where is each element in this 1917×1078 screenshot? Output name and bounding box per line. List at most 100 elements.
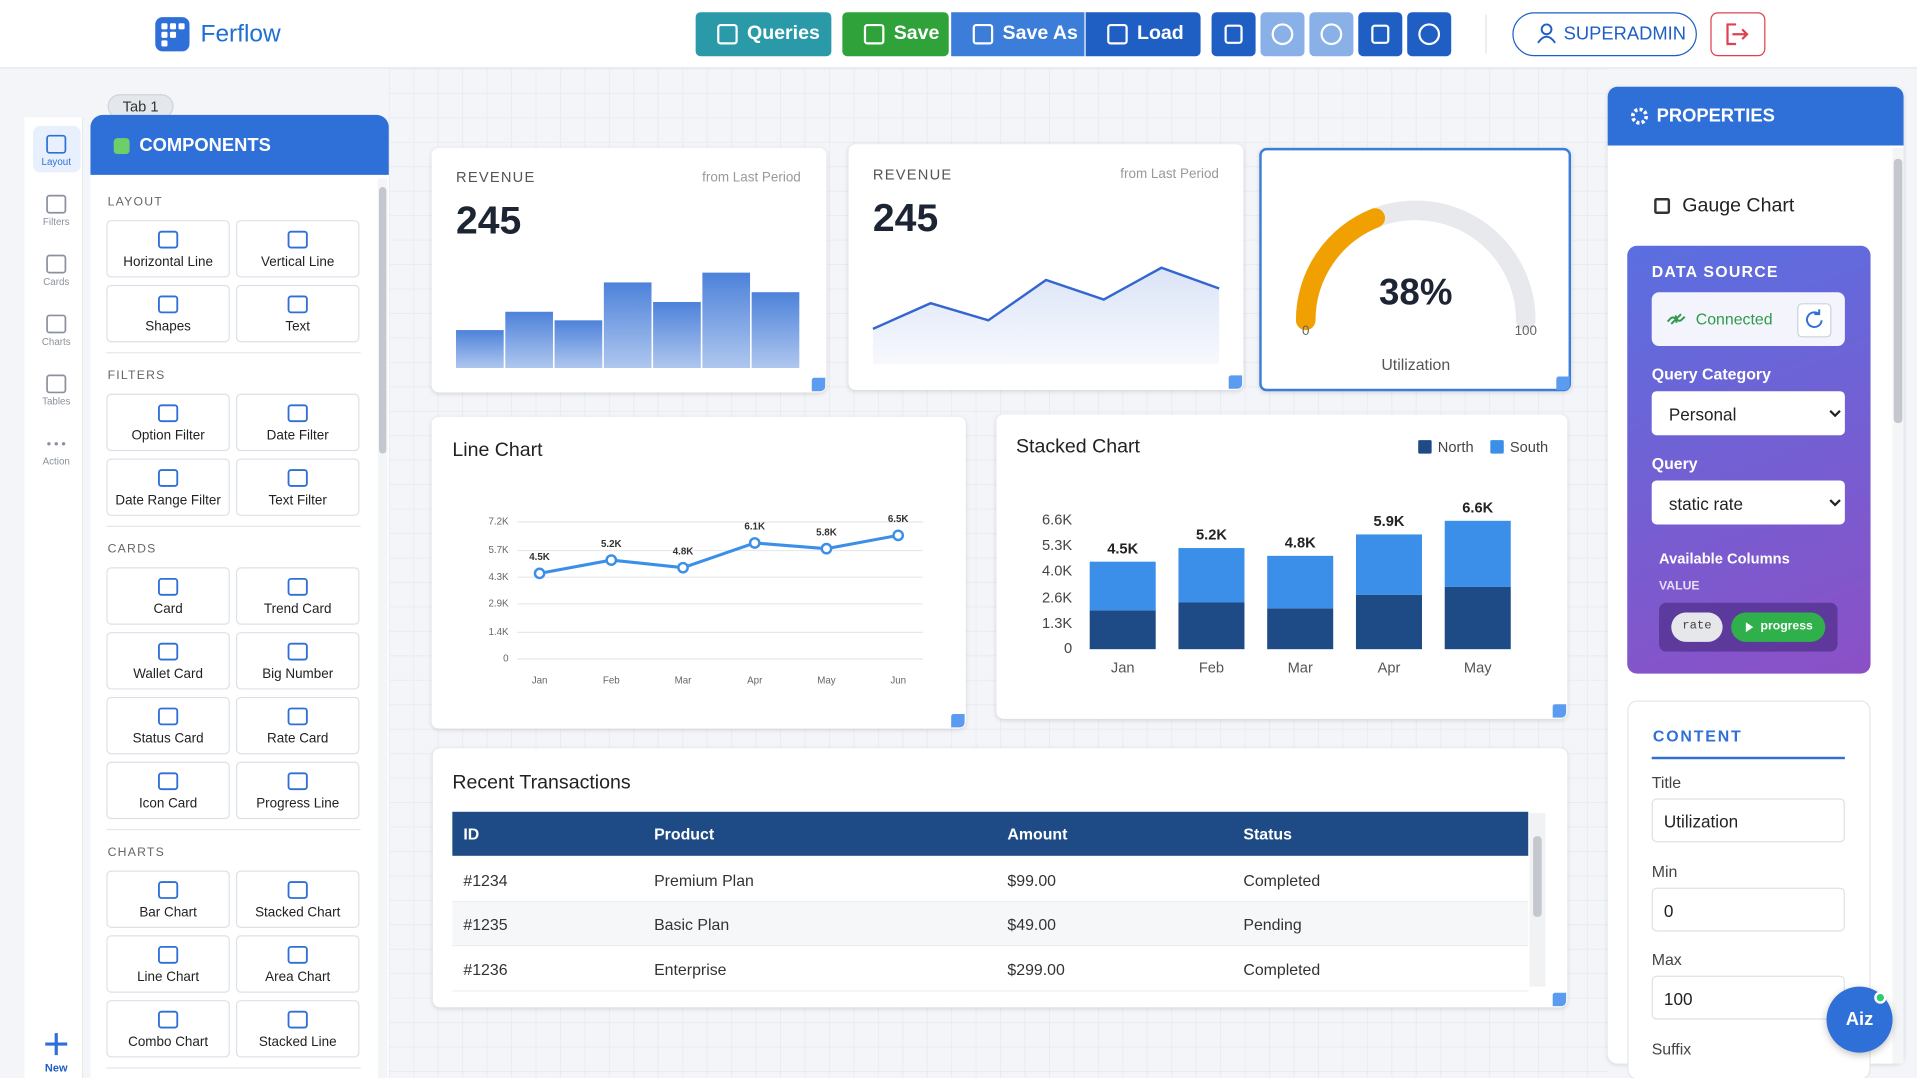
component-label[interactable]: Combo Chart — [128, 1034, 209, 1050]
component-item[interactable] — [235, 220, 360, 278]
component-name: Gauge Chart — [1682, 195, 1795, 217]
icon-button[interactable] — [1358, 12, 1403, 57]
component-item[interactable] — [106, 696, 230, 755]
icon-button[interactable] — [1211, 12, 1256, 57]
select[interactable] — [1651, 480, 1845, 525]
component-label[interactable]: Wallet Card — [133, 666, 203, 682]
tab-label[interactable]: Tab 1 — [122, 97, 159, 115]
component-label[interactable]: Rate Card — [267, 731, 329, 747]
component-item[interactable] — [235, 761, 360, 820]
component-item[interactable] — [235, 870, 360, 928]
component-label[interactable]: Date Filter — [266, 428, 329, 444]
component-label[interactable]: Area Chart — [265, 970, 331, 985]
component-label[interactable]: Big Number — [262, 666, 334, 682]
component-item[interactable] — [106, 935, 230, 993]
text-input[interactable] — [1651, 886, 1845, 931]
logo-dot — [161, 40, 168, 47]
component-label[interactable]: Text — [285, 319, 311, 335]
component-item[interactable] — [106, 284, 230, 343]
action-button[interactable] — [1085, 12, 1201, 57]
component-label[interactable]: Bar Chart — [139, 905, 197, 920]
card-value: 245 — [456, 198, 522, 243]
table-header-cell: ID — [463, 824, 480, 843]
column-chip[interactable] — [1671, 612, 1723, 642]
component-item[interactable] — [106, 761, 230, 820]
section-divider — [106, 828, 361, 831]
brand: Ferflow — [200, 20, 281, 48]
assistant-label[interactable]: Aiz — [1845, 1009, 1874, 1031]
component-label[interactable]: Progress Line — [256, 796, 340, 812]
table-cell: Enterprise — [654, 959, 727, 979]
table-header-cell: Amount — [1007, 824, 1068, 843]
card-label: REVENUE — [456, 168, 536, 186]
component-item[interactable] — [235, 393, 360, 452]
component-item[interactable] — [235, 1000, 360, 1058]
component-item[interactable] — [106, 458, 230, 516]
action-label[interactable]: Queries — [746, 23, 820, 45]
column-chip-label[interactable]: rate — [1682, 619, 1712, 634]
action-label[interactable]: Save As — [1002, 23, 1078, 45]
component-item[interactable] — [106, 1000, 230, 1058]
rail-label[interactable]: Cards — [43, 276, 70, 288]
icon-button[interactable] — [1260, 12, 1305, 57]
component-label[interactable]: Card — [153, 602, 183, 617]
component-label[interactable]: Vertical Line — [261, 254, 335, 270]
component-item[interactable] — [106, 870, 230, 928]
action-label[interactable]: Load — [1136, 23, 1184, 45]
field-label: Query — [1651, 454, 1698, 473]
text-input[interactable] — [1651, 798, 1845, 843]
component-label[interactable]: Status Card — [132, 731, 204, 747]
rail-label[interactable]: Layout — [41, 156, 71, 168]
input-value[interactable]: 0 — [1663, 900, 1674, 920]
input-value[interactable]: Utilization — [1663, 811, 1739, 832]
user-label[interactable]: SUPERADMIN — [1563, 23, 1686, 45]
action-button[interactable] — [842, 12, 949, 57]
section-divider — [106, 352, 361, 354]
refresh-button[interactable] — [1797, 303, 1832, 338]
component-item[interactable] — [106, 393, 230, 452]
component-label[interactable]: Stacked Line — [258, 1034, 337, 1050]
logout-button[interactable] — [1710, 12, 1766, 57]
component-label[interactable]: Shapes — [145, 319, 191, 335]
icon-button[interactable] — [1309, 12, 1354, 57]
component-label[interactable]: Icon Card — [138, 796, 198, 812]
component-item[interactable] — [235, 696, 360, 755]
component-label[interactable]: Trend Card — [263, 602, 332, 617]
chart-title: Stacked Chart — [1015, 436, 1140, 458]
component-item[interactable] — [106, 220, 230, 278]
component-item[interactable] — [235, 284, 360, 343]
select-value[interactable]: Personal — [1668, 404, 1737, 425]
component-item[interactable] — [235, 935, 360, 993]
input-value[interactable]: 100 — [1663, 989, 1693, 1009]
component-label[interactable]: Horizontal Line — [123, 254, 213, 270]
component-item[interactable] — [235, 458, 360, 516]
rail-label[interactable]: Tables — [42, 396, 71, 408]
select-value[interactable]: static rate — [1668, 493, 1744, 514]
section-title: CHARTS — [107, 846, 165, 860]
component-item[interactable] — [235, 632, 360, 690]
checkbox[interactable] — [1654, 198, 1671, 214]
column-chip-label[interactable]: progress — [1760, 619, 1813, 634]
table-cell: Completed — [1243, 959, 1321, 979]
component-label[interactable]: Date Range Filter — [115, 493, 221, 508]
properties-scroll-track — [1892, 147, 1904, 1064]
action-label[interactable]: Save — [893, 23, 940, 45]
rail-label[interactable]: Action — [42, 456, 70, 468]
component-item[interactable] — [106, 567, 230, 625]
rail-new[interactable]: New — [44, 1061, 68, 1075]
component-item[interactable] — [106, 632, 230, 690]
rail-label[interactable]: Charts — [41, 336, 71, 348]
component-label[interactable]: Option Filter — [131, 428, 205, 444]
separator — [1485, 14, 1487, 54]
icon-button[interactable] — [1407, 12, 1452, 57]
component-label[interactable]: Line Chart — [137, 970, 200, 985]
status: Connected — [1695, 309, 1773, 329]
section-title: FILTERS — [107, 369, 166, 383]
component-label[interactable]: Stacked Chart — [255, 905, 341, 920]
table-cell: Pending — [1243, 915, 1302, 934]
table-cell: #1235 — [463, 915, 508, 934]
component-item[interactable] — [235, 567, 360, 625]
rail-label[interactable]: Filters — [42, 216, 70, 228]
component-label[interactable]: Text Filter — [268, 493, 327, 508]
select[interactable] — [1651, 391, 1845, 436]
